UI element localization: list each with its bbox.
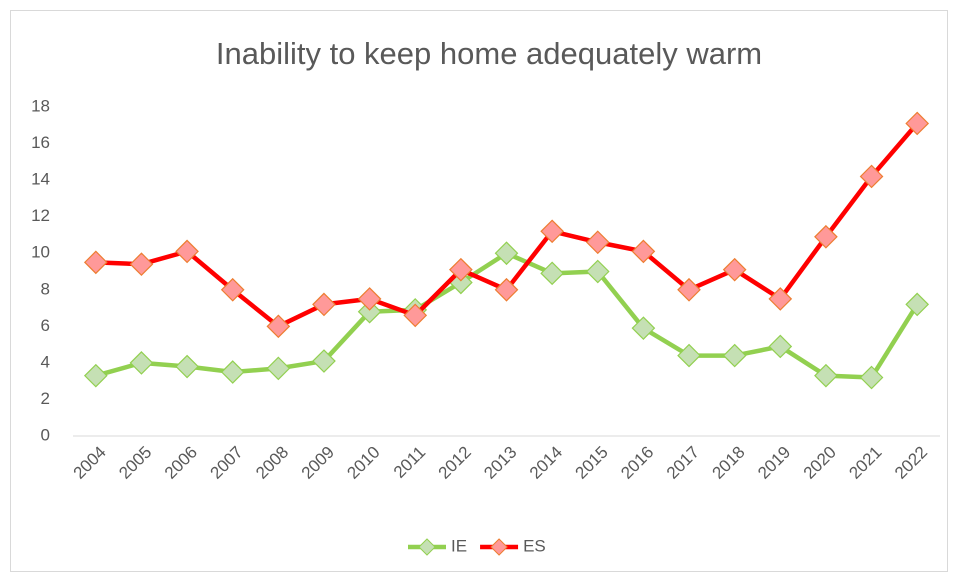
marker	[494, 277, 519, 302]
marker	[540, 261, 564, 286]
chart-title: Inability to keep home adequately warm	[216, 36, 762, 71]
marker	[449, 257, 473, 282]
legend-label: ES	[523, 536, 546, 555]
marker	[266, 314, 291, 339]
y-tick-label: 10	[31, 243, 50, 262]
marker	[585, 259, 610, 284]
marker	[722, 343, 747, 368]
chart-border	[10, 10, 948, 572]
marker	[585, 230, 610, 255]
y-tick-label: 6	[41, 316, 50, 335]
marker	[722, 257, 747, 282]
legend-marker	[490, 538, 508, 556]
marker	[905, 111, 930, 136]
marker	[357, 287, 382, 311]
y-tick-label: 18	[31, 96, 50, 115]
marker	[859, 365, 884, 390]
legend-label: IE	[451, 536, 467, 555]
y-tick-label: 12	[31, 206, 50, 225]
marker	[540, 219, 564, 244]
marker	[357, 299, 382, 324]
marker	[905, 292, 930, 317]
marker	[83, 363, 108, 388]
marker	[266, 356, 291, 381]
legend-marker	[418, 538, 436, 556]
marker	[175, 239, 199, 264]
y-tick-label: 2	[41, 389, 50, 408]
y-tick-label: 4	[41, 352, 50, 371]
marker	[129, 351, 154, 375]
marker	[814, 224, 838, 249]
marker	[768, 287, 793, 311]
marker	[312, 292, 336, 317]
marker	[631, 316, 656, 341]
marker	[220, 360, 245, 384]
marker	[129, 252, 154, 277]
marker	[220, 277, 245, 302]
marker	[768, 334, 793, 359]
marker	[631, 239, 656, 264]
marker	[494, 241, 519, 266]
marker	[403, 303, 428, 328]
marker	[677, 343, 701, 368]
y-tick-label: 8	[41, 279, 50, 298]
marker	[859, 164, 884, 189]
marker	[83, 250, 108, 275]
marker	[175, 354, 199, 379]
marker	[814, 363, 838, 388]
y-tick-label: 14	[31, 170, 50, 189]
y-tick-label: 16	[31, 133, 50, 152]
marker	[677, 277, 701, 302]
y-tick-label: 0	[41, 425, 50, 444]
marker	[312, 349, 336, 373]
